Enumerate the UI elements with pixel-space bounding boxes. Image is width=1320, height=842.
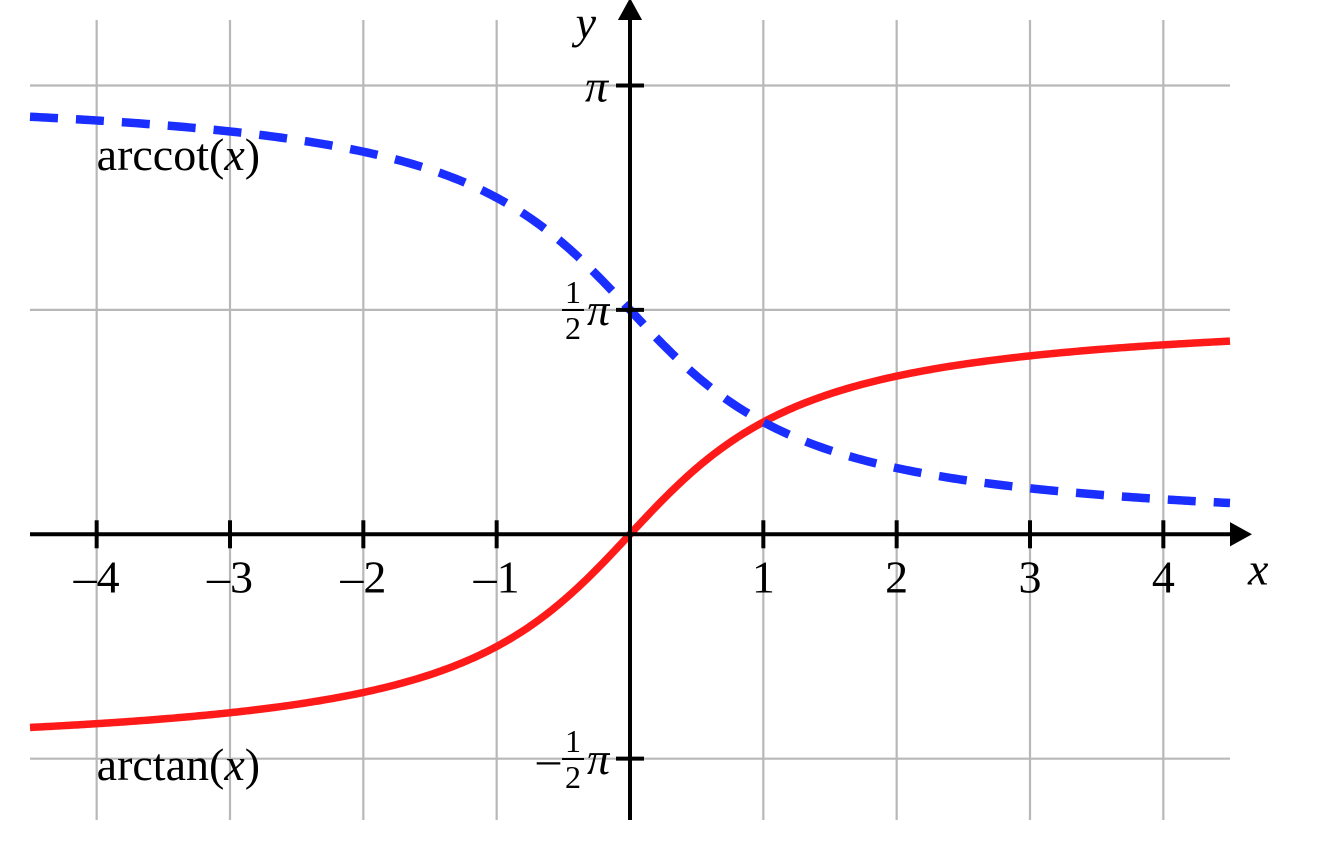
x-tick-label: –1 [473,551,520,602]
x-tick-label: 4 [1152,551,1175,602]
x-tick-label: –3 [206,551,253,602]
y-tick-label: π [585,60,610,111]
series-label-arccot: arccot(x) [97,129,260,180]
y-axis-label: y [572,0,597,48]
y-tick-label: –12π [480,724,610,794]
chart-container: y x –4 –3 –2 –1 1 2 3 4 π 12π –12π arctan(x) arccot(x) [0,0,1320,842]
series-label-arctan: arctan(x) [97,739,260,790]
x-axis-label: x [1247,543,1269,594]
x-tick-label: 3 [1019,551,1042,602]
chart-svg: y x –4 –3 –2 –1 1 2 3 4 π 12π –12π arctan(x) arccot(x) [0,0,1320,842]
x-tick-label: –2 [339,551,386,602]
x-tick-label: –4 [73,551,120,602]
x-tick-label: 2 [885,551,908,602]
y-tick-label: 12π [480,275,610,345]
x-tick-label: 1 [752,551,775,602]
